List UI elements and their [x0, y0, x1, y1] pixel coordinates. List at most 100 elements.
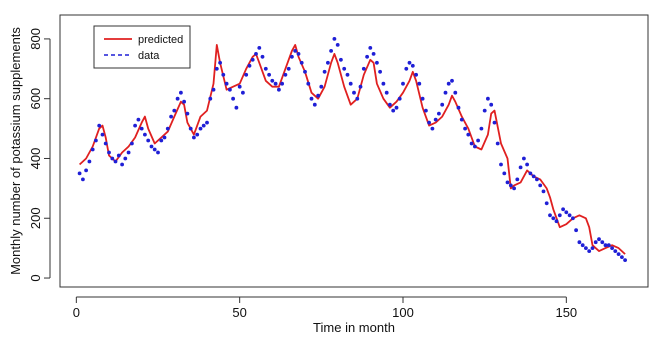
data-point — [100, 132, 105, 137]
data-point — [316, 93, 320, 98]
series-lines — [78, 44, 626, 255]
x-tick-label: 100 — [392, 305, 414, 320]
data-point — [473, 144, 477, 149]
data-point — [303, 69, 307, 74]
data-point — [623, 258, 627, 262]
data-point — [620, 255, 624, 259]
data-point — [149, 144, 154, 149]
data-point — [273, 81, 278, 86]
y-tick-label: 600 — [28, 88, 43, 110]
data-point — [391, 108, 396, 113]
y-axis-label: Monthly number of potassium supplements — [8, 27, 23, 275]
data-point — [410, 63, 415, 68]
data-point — [515, 177, 520, 182]
data-point — [538, 183, 543, 188]
data-point — [198, 126, 203, 131]
data-point — [505, 180, 510, 185]
data-point — [84, 168, 88, 173]
data-point — [241, 90, 245, 95]
data-point — [247, 63, 252, 68]
data-point — [329, 49, 333, 53]
data-point — [312, 102, 317, 107]
data-point — [195, 132, 200, 137]
data-point — [401, 81, 405, 86]
data-point — [286, 66, 291, 71]
data-point — [185, 111, 190, 116]
x-tick-label: 50 — [232, 305, 246, 320]
data-point — [250, 57, 255, 62]
data-point — [450, 78, 454, 83]
data-point — [263, 66, 268, 71]
data-point — [495, 141, 500, 146]
data-point — [492, 120, 497, 125]
data-point — [221, 72, 226, 77]
data-point — [512, 186, 516, 191]
data-point — [456, 105, 461, 110]
data-point — [192, 135, 196, 140]
data-point — [299, 60, 304, 65]
data-point — [335, 43, 340, 47]
series-line-predicted — [78, 44, 626, 255]
data-point — [541, 189, 546, 194]
data-point — [453, 90, 458, 95]
y-tick-label: 200 — [28, 207, 43, 229]
data-point — [388, 102, 392, 107]
y-tick-label: 400 — [28, 148, 43, 170]
data-point — [254, 52, 258, 56]
x-tick-label: 150 — [555, 305, 577, 320]
data-point — [244, 72, 249, 77]
data-point — [593, 240, 598, 245]
y-axis: 0 200 400 600 800 — [28, 28, 51, 282]
data-point — [188, 126, 193, 131]
data-point — [414, 72, 418, 77]
data-point — [277, 87, 281, 92]
data-point — [584, 246, 588, 251]
data-point — [548, 213, 552, 218]
data-point — [587, 249, 592, 254]
data-point — [280, 81, 284, 86]
data-point — [352, 90, 356, 95]
x-axis: 0 50 100 150 — [73, 296, 577, 320]
data-point — [133, 123, 138, 128]
data-point — [394, 105, 399, 110]
data-point — [561, 207, 565, 212]
data-point — [446, 81, 451, 86]
data-point — [306, 81, 311, 86]
y-tick-label: 0 — [28, 274, 43, 281]
data-point — [378, 69, 382, 74]
data-point — [564, 210, 569, 215]
data-point — [175, 96, 180, 101]
data-point — [433, 117, 438, 122]
data-point — [430, 126, 435, 131]
data-point — [590, 246, 595, 251]
data-point — [397, 96, 402, 101]
data-point — [201, 123, 206, 128]
data-point — [228, 87, 232, 92]
legend-label-predicted: predicted — [138, 34, 183, 46]
data-point — [437, 111, 441, 116]
x-tick-label: 0 — [73, 305, 80, 320]
data-point — [368, 46, 373, 50]
data-point — [603, 243, 608, 248]
data-point — [531, 174, 536, 179]
data-point — [384, 90, 389, 95]
data-point — [267, 72, 271, 77]
series-points — [77, 37, 627, 262]
data-point — [143, 132, 147, 137]
data-point — [90, 147, 95, 152]
data-point — [424, 108, 428, 113]
data-point — [97, 123, 102, 128]
data-point — [358, 84, 363, 89]
data-point — [214, 66, 219, 71]
data-point — [110, 156, 115, 161]
data-point — [522, 156, 526, 161]
data-point — [551, 216, 556, 221]
data-point — [613, 249, 618, 254]
legend-label-data: data — [138, 50, 160, 62]
data-point — [205, 120, 209, 125]
y-tick-label: 800 — [28, 28, 43, 50]
data-point — [126, 150, 131, 155]
data-point — [224, 81, 229, 86]
